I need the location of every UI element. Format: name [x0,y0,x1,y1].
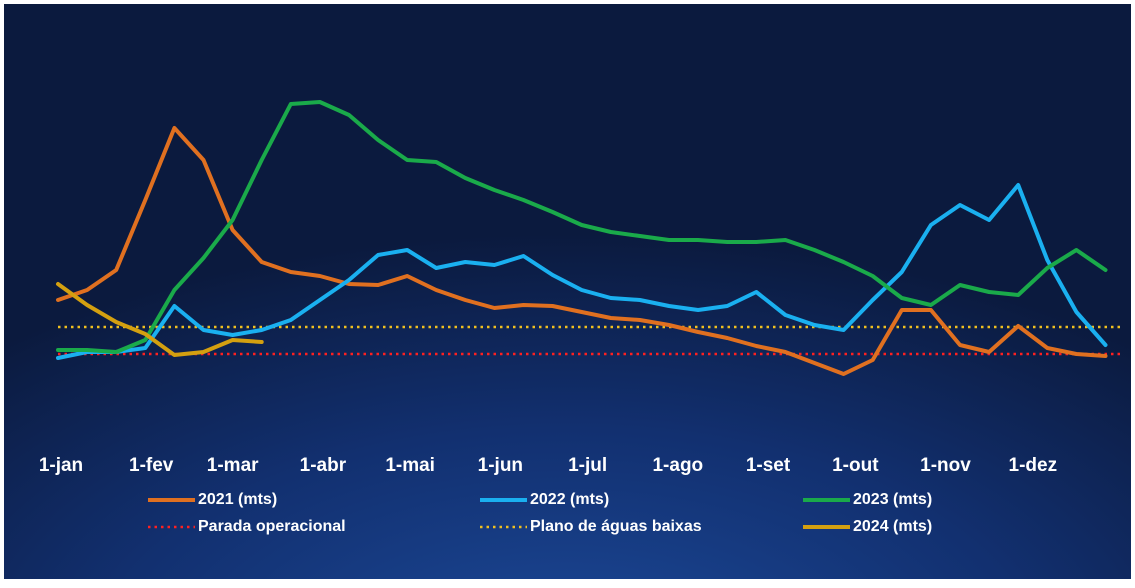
x-tick-label: 1-jun [478,455,523,476]
x-tick-label: 1-abr [300,455,347,476]
legend-label: Parada operacional [198,518,346,535]
legend-label: 2021 (mts) [198,491,277,508]
x-tick-label: 1-nov [920,455,971,476]
x-tick-label: 1-dez [1009,455,1058,476]
x-tick-label: 1-ago [652,455,703,476]
legend-label: 2022 (mts) [530,491,609,508]
series-line [56,183,1108,360]
legend-label: 2023 (mts) [853,491,932,508]
x-tick-label: 1-out [832,455,879,476]
x-tick-label: 1-jul [568,455,607,476]
x-tick-label: 1-mai [385,455,435,476]
x-tick-label: 1-set [746,455,791,476]
series-line [56,126,1108,376]
x-tick-label: 1-fev [129,455,174,476]
series-line [56,100,1108,354]
legend-label: Plano de águas baixas [530,518,702,535]
x-tick-label: 1-mar [207,455,259,476]
legend-label: 2024 (mts) [853,518,932,535]
x-tick-label: 1-jan [39,455,83,476]
legend: 2021 (mts) 2022 (mts) 2023 (mts) Parada ope… [148,491,932,535]
plot-area [56,100,1120,376]
series-line [56,282,264,357]
